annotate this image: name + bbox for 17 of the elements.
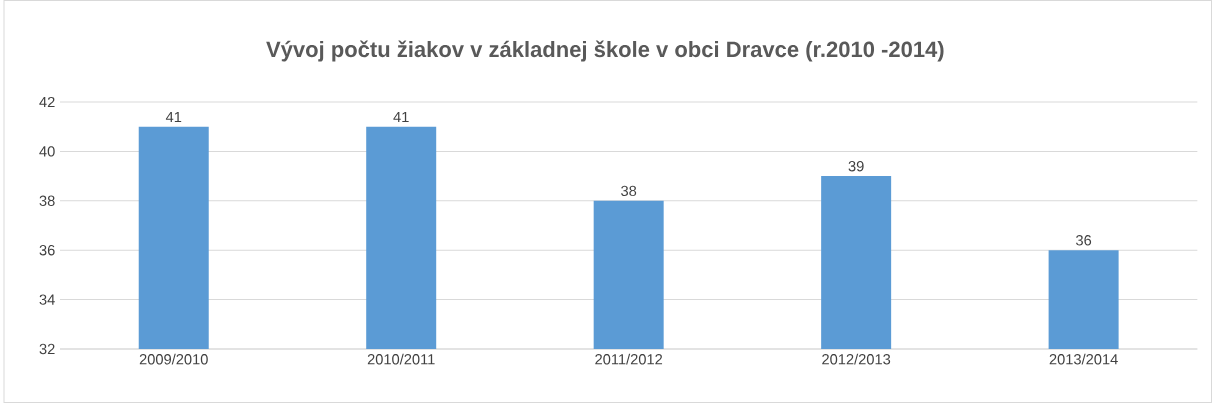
- data-label: 41: [165, 111, 182, 122]
- y-tick-label: 40: [39, 146, 55, 157]
- chart-title: Vývoj počtu žiakov v základnej škole v obci Dravce (r.2010 -2014): [266, 40, 944, 62]
- y-tick-label: 42: [39, 96, 55, 108]
- y-tick-label: 38: [39, 195, 55, 206]
- x-tick-label: 2012/2013: [822, 353, 891, 365]
- y-tick-label: 34: [39, 294, 55, 305]
- x-tick-label: 2011/2012: [595, 353, 663, 365]
- x-tick-label: 2013/2014: [1049, 353, 1118, 365]
- data-label: 38: [621, 185, 637, 197]
- x-tick-label: 2009/2010: [139, 353, 208, 365]
- data-label: 39: [848, 161, 864, 172]
- x-tick-label: 2010/2011: [367, 353, 435, 365]
- y-tick-label: 32: [39, 343, 55, 355]
- y-tick-label: 36: [39, 245, 55, 256]
- data-label: 36: [1076, 235, 1092, 246]
- data-label: 41: [393, 111, 409, 122]
